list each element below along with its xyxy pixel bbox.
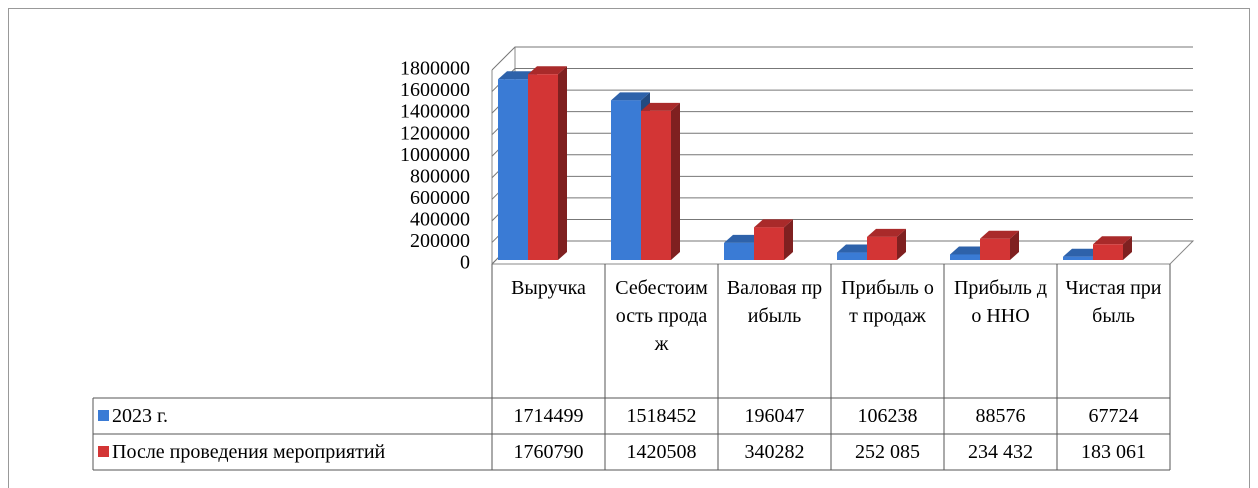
bar [528,66,567,260]
y-tick-label: 1600000 [400,79,470,101]
bar [754,219,793,260]
category-label: Чистая прибыль [1065,277,1162,327]
legend-entry: 2023 г. [98,398,168,434]
data-table-value: 234 432 [968,441,1033,463]
grid-line [491,154,1193,179]
legend-label: После проведения мероприятий [112,441,386,463]
bar [867,228,906,260]
category-label: Выручка [511,277,586,299]
y-tick-label: 1000000 [400,144,470,166]
data-table-value: 106238 [857,405,918,427]
grid-line [491,197,1193,222]
data-table-value: 183 061 [1081,441,1146,463]
category-label: Валовая прибыль [726,277,823,327]
category-label: Себестоимость продаж [615,277,708,355]
data-table-value: 67724 [1088,405,1139,427]
y-tick-label: 400000 [410,208,470,230]
legend-key [98,446,109,457]
legend-label: 2023 г. [112,405,168,427]
chart-frame [8,8,1250,488]
bar [641,102,680,260]
grid-line [491,132,1193,157]
legend-entry: После проведения мероприятий [98,434,385,470]
grid-line [491,218,1193,243]
data-table-value: 1420508 [626,441,697,463]
data-table-value: 1760790 [513,441,584,463]
grid-line [491,111,1193,136]
data-table-value: 88576 [975,405,1026,427]
data-table-value: 252 085 [855,441,920,463]
y-tick-label: 200000 [410,230,470,252]
grid-line [491,46,1193,71]
y-tick-label: 1200000 [400,122,470,144]
data-table-value: 196047 [744,405,805,427]
grid-line [491,175,1193,200]
y-tick-label: 600000 [410,187,470,209]
category-label: Прибыль от продаж [841,277,934,327]
data-table-value: 1714499 [513,405,584,427]
data-table-value: 340282 [744,441,805,463]
y-tick-label: 1400000 [400,101,470,123]
y-tick-label: 1800000 [400,58,470,80]
grid-line [491,68,1193,92]
legend-key [98,410,109,421]
bar [1093,236,1132,260]
bar [980,230,1019,260]
y-tick-label: 800000 [410,165,470,187]
category-label: Прибыль до ННО [953,277,1048,327]
y-tick-label: 0 [460,252,470,274]
grid-line [491,89,1193,114]
data-table-value: 1518452 [626,405,697,427]
